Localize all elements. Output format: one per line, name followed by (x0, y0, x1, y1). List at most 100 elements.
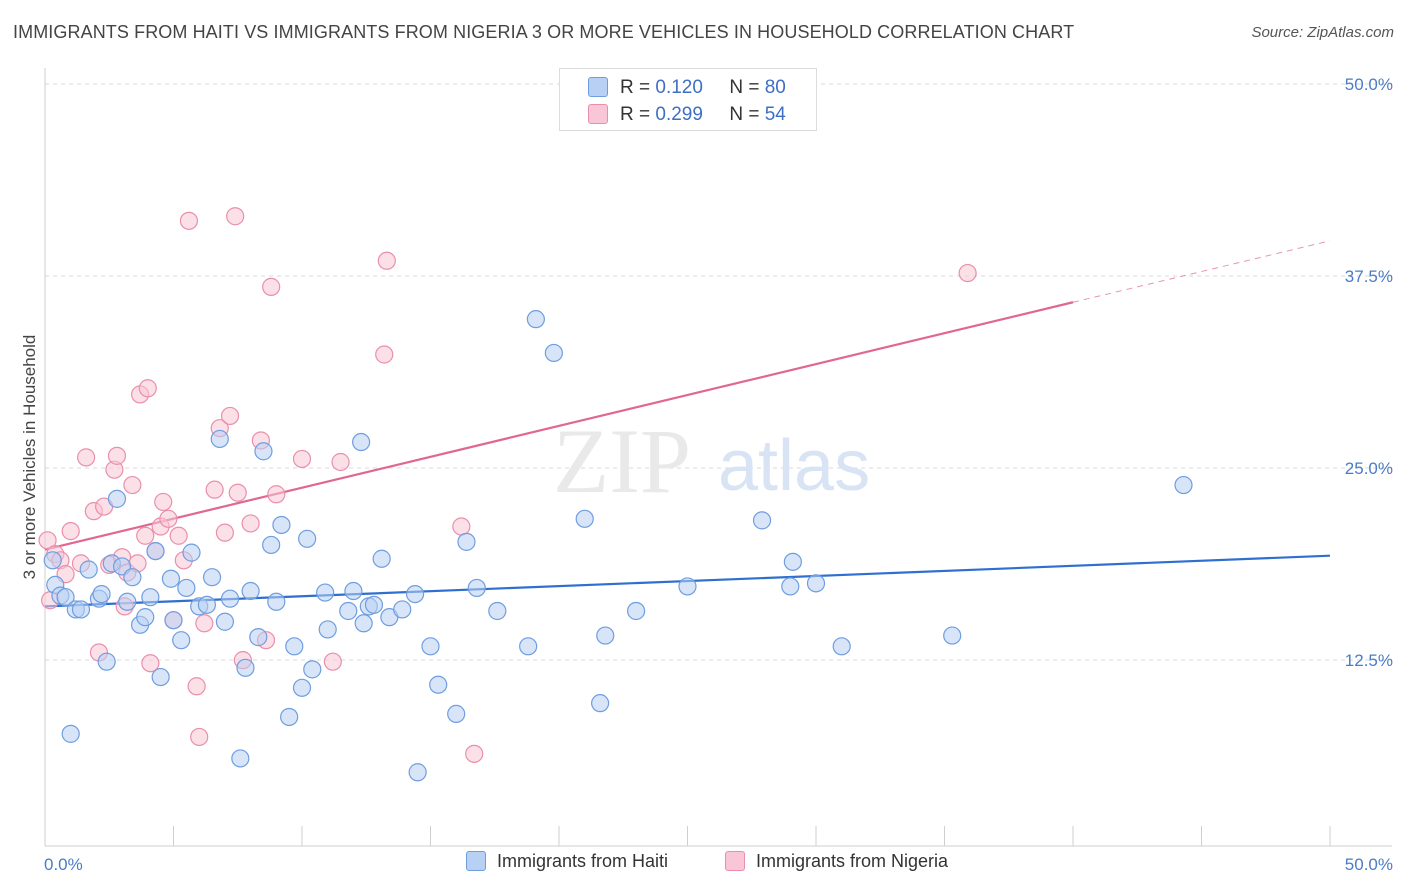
nigeria-point (205, 480, 224, 499)
haiti-point (136, 608, 155, 627)
haiti-point (241, 581, 260, 601)
haiti-point (488, 601, 507, 621)
haiti-point (161, 569, 181, 588)
haiti-point (344, 581, 363, 601)
nigeria-point (159, 509, 178, 528)
nigeria-trend-extension (1072, 240, 1331, 303)
nigeria-swatch (588, 104, 608, 124)
nigeria-point (958, 263, 977, 283)
haiti-points (43, 310, 1193, 782)
haiti-point (107, 489, 127, 508)
nigeria-point (215, 523, 234, 542)
haiti-point (254, 442, 273, 461)
haiti-point (280, 707, 299, 727)
nigeria-point (262, 277, 281, 296)
nigeria-point (267, 485, 286, 504)
zipatlas-watermark: ZIP atlas (553, 410, 870, 512)
nigeria-r-value: 0.299 (655, 104, 703, 125)
haiti-point (832, 637, 851, 656)
haiti-point (544, 343, 563, 363)
haiti-point (182, 543, 201, 562)
haiti-point (526, 310, 545, 329)
haiti-point (519, 637, 538, 656)
haiti-point (467, 578, 486, 598)
haiti-point (596, 626, 615, 645)
haiti-point (429, 675, 448, 694)
nigeria-point (61, 522, 80, 541)
nigeria-point (241, 514, 260, 533)
haiti-point (575, 509, 594, 528)
haiti-point (405, 584, 425, 604)
haiti-point (318, 620, 337, 639)
haiti-point (421, 637, 440, 656)
haiti-point (262, 535, 281, 555)
haiti-point (236, 658, 255, 677)
haiti-point (164, 611, 183, 630)
haiti-point (249, 628, 268, 647)
nigeria-point (323, 652, 342, 671)
haiti-point (447, 704, 466, 724)
haiti-point (172, 631, 191, 650)
haiti-r-value: 0.120 (655, 77, 703, 98)
bottom-legend-haiti: Immigrants from Haiti (466, 851, 668, 872)
nigeria-point (220, 406, 240, 426)
haiti-point (364, 595, 384, 614)
haiti-point (92, 584, 111, 604)
haiti-point (1174, 475, 1193, 495)
correlation-legend: R = 0.120 N = 80 R = 0.299 N = 54 (559, 68, 817, 131)
nigeria-n-label: N = (729, 104, 760, 125)
y-tick-label: 50.0% (1345, 75, 1393, 94)
haiti-point (272, 515, 291, 535)
bottom-haiti-label: Immigrants from Haiti (497, 851, 669, 871)
haiti-point (316, 583, 335, 602)
gridlines (45, 83, 1392, 661)
haiti-point (56, 588, 75, 607)
haiti-point (393, 600, 412, 619)
nigeria-point (226, 207, 245, 226)
haiti-point (61, 724, 80, 743)
haiti-point (141, 588, 160, 607)
nigeria-n-value: 54 (764, 104, 786, 125)
source-label: Source: ZipAtlas.com (1251, 24, 1394, 41)
haiti-point (591, 694, 610, 713)
nigeria-point (77, 448, 96, 467)
y-axis-title: 3 or more Vehicles in Household (20, 335, 39, 580)
haiti-point (781, 577, 800, 596)
bottom-nigeria-swatch (725, 851, 745, 871)
bottom-nigeria-label: Immigrants from Nigeria (756, 851, 949, 871)
haiti-point (626, 601, 646, 621)
haiti-point (215, 612, 234, 631)
haiti-point (339, 601, 358, 621)
haiti-point (79, 560, 98, 579)
y-tick-label: 37.5% (1345, 267, 1393, 286)
haiti-point (292, 678, 312, 697)
haiti-point (97, 652, 116, 671)
nigeria-point (375, 345, 394, 364)
nigeria-point (123, 475, 142, 495)
haiti-point (231, 749, 250, 768)
x-tick-label-min: 0.0% (44, 855, 83, 874)
bottom-haiti-swatch (466, 851, 486, 871)
haiti-point (123, 568, 142, 587)
y-tick-label: 25.0% (1345, 459, 1393, 478)
nigeria-point (138, 379, 157, 398)
haiti-point (177, 578, 196, 598)
haiti-point (151, 667, 170, 687)
haiti-r-label: R = (620, 77, 651, 98)
haiti-n-label: N = (729, 77, 760, 98)
haiti-point (146, 541, 165, 561)
haiti-point (202, 568, 222, 587)
x-tick-label-max: 50.0% (1345, 855, 1393, 874)
haiti-point (783, 552, 802, 571)
haiti-point (408, 763, 427, 782)
nigeria-point (136, 526, 155, 545)
nigeria-point (190, 727, 209, 747)
nigeria-point (465, 744, 484, 763)
y-tick-label: 12.5% (1345, 651, 1393, 670)
haiti-point (457, 532, 476, 551)
nigeria-point (38, 531, 57, 550)
watermark-atlas: atlas (718, 426, 870, 506)
haiti-point (352, 432, 371, 452)
haiti-point (71, 600, 91, 619)
